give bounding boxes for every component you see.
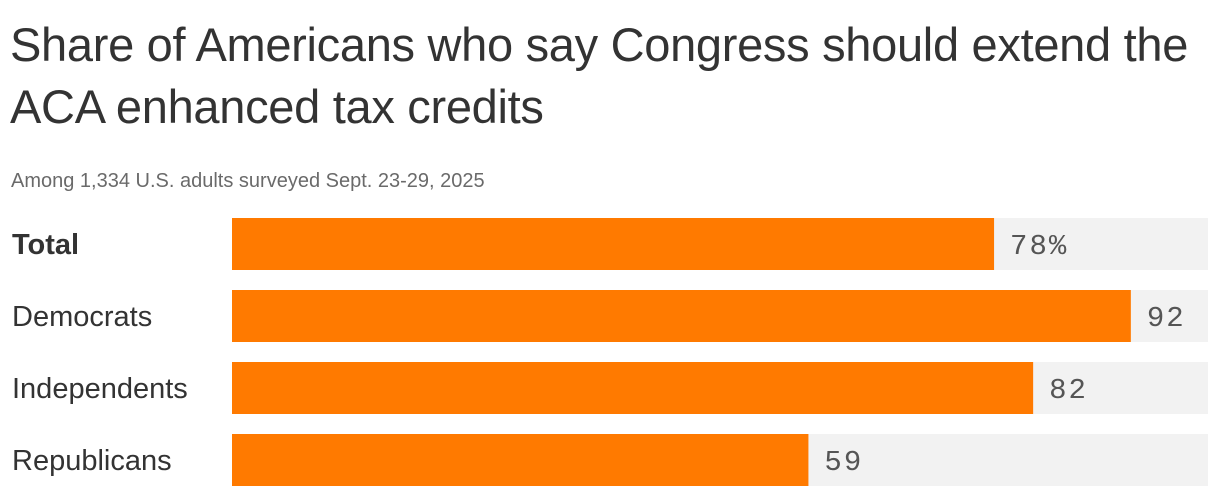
bar-row: Democrats 92 (12, 290, 1208, 342)
category-label: Total (12, 229, 79, 261)
value-label: 92 (1147, 302, 1186, 335)
category-label: Democrats (12, 301, 152, 333)
value-label: 78% (1010, 230, 1068, 263)
bar (232, 218, 995, 270)
bar (232, 290, 1131, 342)
bar-row: Independents 82 (12, 362, 1208, 414)
bar-row: Total 78% (12, 218, 1208, 270)
value-label: 59 (824, 446, 863, 479)
bar (232, 362, 1034, 414)
chart-title: Share of Americans who say Congress shou… (10, 18, 1189, 133)
category-label: Independents (12, 373, 188, 405)
category-label: Republicans (12, 445, 172, 477)
bar-row: Republicans 59 (12, 434, 1208, 486)
bar (232, 434, 809, 486)
value-label: 82 (1049, 374, 1088, 407)
chart-subtitle: Among 1,334 U.S. adults surveyed Sept. 2… (11, 170, 485, 192)
